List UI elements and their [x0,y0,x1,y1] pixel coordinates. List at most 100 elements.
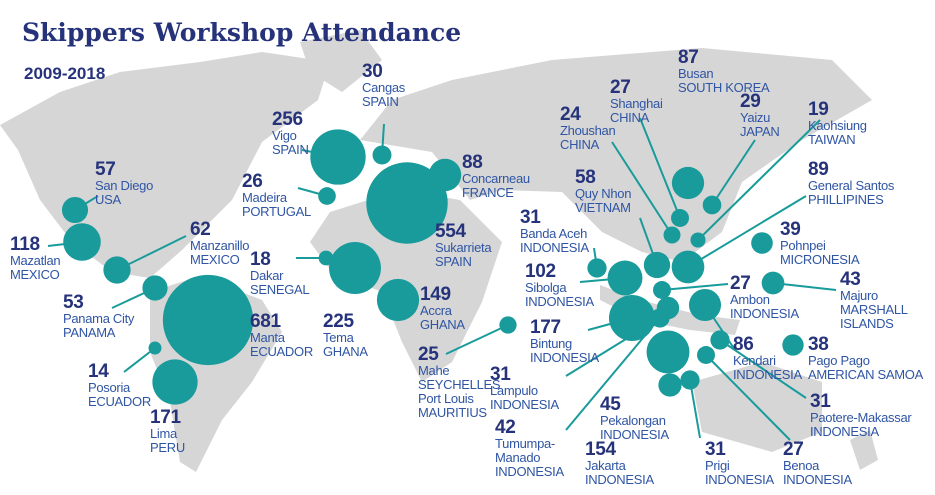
location-label: 30 Cangas SPAIN [362,62,405,109]
attendance-count: 58 [575,167,596,188]
attendance-bubble [428,158,462,192]
country-name: MARSHALL ISLANDS [840,302,908,331]
location-label: 154 Jakarta INDONESIA [585,440,654,487]
city-name: Lima [150,426,177,441]
country-name: INDONESIA [783,472,852,487]
attendance-count: 57 [95,159,116,180]
country-name: CHINA [610,110,649,125]
city-name: Sukarrieta [435,240,492,255]
city-name: Shanghai [610,96,663,111]
attendance-bubble [702,195,722,215]
city-name: Pago Pago [808,353,870,368]
city-name: Yaizu [740,110,771,125]
attendance-bubble [152,359,198,405]
attendance-count: 45 [600,394,621,415]
city-name: Bintung [530,336,572,351]
attendance-count: 149 [420,284,451,305]
attendance-bubble [658,373,682,397]
location-label: 89 General Santos PHILLIPINES [808,160,894,207]
location-label: 62 Manzanillo MEXICO [190,220,249,267]
city-name: Mahe [418,363,450,378]
attendance-bubble [697,346,715,364]
city-name: Vigo [272,128,297,143]
attendance-count: 177 [530,317,561,338]
attendance-bubble [663,226,681,244]
location-label: 45 Pekalongan INDONESIA [600,395,669,442]
leader-line [711,139,756,206]
city-name: Busan [678,66,714,81]
attendance-count: 31 [520,207,541,228]
attendance-bubble [148,341,162,355]
location-label: 42 Tumumpa-Manado INDONESIA [495,418,585,479]
city-name: Manta [250,330,285,345]
city-name: Pekalongan [600,413,666,428]
city-name: Panama City [63,311,135,326]
attendance-bubble [329,242,381,294]
city-name: Ambon [730,292,770,307]
attendance-bubble [710,330,730,350]
leader-line [611,141,673,236]
location-label: 24 Zhoushan CHINA [560,104,616,152]
attendance-bubble [643,251,671,279]
location-label: 29 Yaizu JAPAN [740,91,780,139]
country-name: ECUADOR [250,344,313,359]
country-name: MICRONESIA [780,252,860,267]
attendance-bubble [376,278,420,322]
attendance-bubble [690,232,706,248]
attendance-count: 29 [740,91,761,112]
location-label: 26 Madeira PORTUGAL [242,172,311,219]
attendance-count: 89 [808,159,829,180]
leader-line [445,324,509,355]
country-name: AMERICAN SAMOA [808,367,923,382]
attendance-count: 26 [242,171,263,192]
attendance-count: 19 [808,99,829,120]
location-label: 27 Benoa INDONESIA [783,440,852,487]
country-name: INDONESIA [530,350,599,365]
location-label: 43 Majuro MARSHALL ISLANDS [840,270,920,331]
attendance-count: 154 [585,439,616,460]
city-name: General Santos [808,178,895,193]
attendance-count: 102 [525,261,556,282]
country-name: INDONESIA [495,464,564,479]
city-name: Quy Nhon [575,186,632,201]
country-name: INDONESIA [490,397,559,412]
attendance-count: 27 [610,77,631,98]
location-label: 27 Shanghai CHINA [610,78,663,125]
country-name: SENEGAL [250,282,310,297]
attendance-count: 62 [190,219,211,240]
leader-line [697,119,821,241]
location-label: 19 Kaohsiung TAIWAN [808,100,867,147]
city-name: Zhoushan [560,123,616,138]
country-name: FRANCE [462,185,514,200]
attendance-bubble [318,250,334,266]
city-name: Cangas [362,80,406,95]
location-label: 27 Ambon INDONESIA [730,274,799,321]
attendance-bubble [587,258,607,278]
country-name: VIETNAM [575,200,631,215]
attendance-count: 43 [840,269,861,290]
country-name: PHILLIPINES [808,192,884,207]
leader-line [689,379,701,439]
country-name: SPAIN [272,142,309,157]
city-name: Pohnpei [780,238,826,253]
attendance-bubble [499,316,517,334]
subtitle: 2009-2018 [24,64,106,83]
attendance-bubble [751,232,773,254]
country-name: CHINA [560,137,599,152]
location-label: 57 San Diego USA [95,160,153,207]
location-label: 18 Dakar SENEGAL [250,250,310,297]
location-label: 102 Sibolga INDONESIA [525,262,594,309]
attendance-count: 24 [560,104,581,125]
country-name: SPAIN [435,254,472,269]
location-label: 31 Lampulo INDONESIA [490,365,559,412]
attendance-count: 25 [418,344,439,365]
leader-line [705,354,791,441]
attendance-bubble [142,275,168,301]
location-label: 31 Paotere-Makassar INDONESIA [810,392,912,439]
country-name: ECUADOR [88,394,151,409]
attendance-count: 171 [150,407,181,428]
attendance-count: 256 [272,109,303,130]
attendance-bubble [103,256,131,284]
